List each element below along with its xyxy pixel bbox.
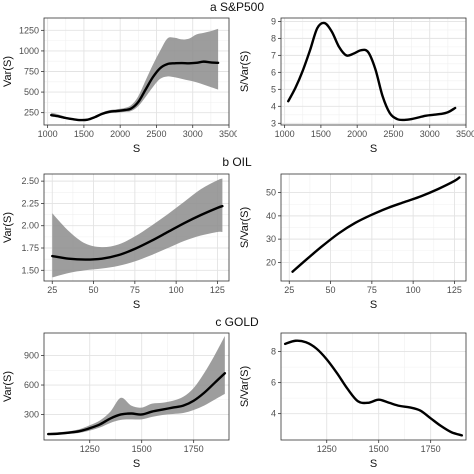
series-line [46,372,227,436]
x-tick-label: 75 [367,285,377,295]
y-tick-label: 2.50 [21,176,39,186]
x-tick-label: 1750 [184,444,204,454]
x-tick-label: 2000 [110,129,130,139]
y-tick-label: 1.75 [21,243,39,253]
x-tick-label: 125 [447,285,462,295]
y-tick-label: 4 [271,101,276,111]
chart-oil-ratio: 25 50 75 100 125 20 30 40 50 S S/Var(S) [239,173,467,311]
chart-gold-var: 1250 1500 1750 300 600 900 S Var(S) [2,332,230,470]
chart-gold-ratio: 1250 1500 1750 4 6 8 S S/Var(S) [239,332,467,470]
chart-sp500-var: 1000 1500 2000 2500 3000 3500 250 500 750 1000 125… [2,17,237,155]
x-tick-label: 1250 [317,444,337,454]
y-tick-label: 3 [271,118,276,128]
y-tick-label: 2.00 [21,221,39,231]
y-axis-label: S/Var(S) [239,51,251,92]
x-tick-label: 25 [284,285,294,295]
panel-border [280,173,467,282]
y-tick-label: 750 [24,67,39,77]
y-tick-label: 8 [271,347,276,357]
y-tick-label: 1000 [19,46,39,56]
x-tick-label: 25 [47,285,57,295]
y-tick-label: 5 [271,84,276,94]
x-tick-label: 1500 [369,444,389,454]
y-tick-label: 20 [266,257,276,267]
panel-border [43,332,230,441]
chart-oil-var: 25 50 75 100 125 1.50 1.75 2.00 2.25 2.50 S Var(S) [2,173,230,311]
x-axis-label: S [133,299,140,311]
x-tick-label: 3000 [183,129,203,139]
confidence-band [52,178,223,278]
y-tick-label: 1250 [19,25,39,35]
x-axis-label: S [133,143,140,155]
confidence-band [48,335,225,436]
panel-border [280,332,467,441]
y-axis-label: S/Var(S) [239,207,251,248]
y-tick-label: 250 [24,108,39,118]
panel-title-b: b OIL [222,155,252,169]
x-axis-label: S [370,299,377,311]
panel-title-c: c GOLD [215,315,259,329]
x-axis-label: S [133,458,140,470]
x-tick-label: 2500 [146,129,166,139]
series-line [51,204,224,261]
x-tick-label: 1500 [74,129,94,139]
y-tick-label: 300 [24,409,39,419]
y-axis-label: S/Var(S) [239,366,251,407]
x-tick-label: 1000 [38,129,58,139]
x-tick-label: 50 [326,285,336,295]
x-tick-label: 100 [169,285,184,295]
x-tick-label: 1250 [80,444,100,454]
y-tick-label: 30 [266,234,276,244]
x-tick-label: 1500 [132,444,152,454]
confidence-band [51,28,219,121]
y-tick-label: 900 [24,351,39,361]
y-tick-label: 8 [271,33,276,43]
x-tick-label: 100 [406,285,421,295]
x-tick-label: 1000 [275,129,295,139]
x-tick-label: 2000 [347,129,367,139]
x-tick-label: 1500 [311,129,331,139]
y-tick-label: 600 [24,380,39,390]
y-tick-label: 500 [24,87,39,97]
x-tick-label: 2500 [383,129,403,139]
x-tick-label: 3000 [420,129,440,139]
y-axis-label: Var(S) [2,371,14,402]
series-line [50,60,220,122]
y-tick-label: 40 [266,211,276,221]
series-line [283,339,464,437]
panel-title-a: a S&P500 [209,0,265,14]
x-tick-label: 75 [130,285,140,295]
x-axis-label: S [370,458,377,470]
x-tick-label: 125 [210,285,225,295]
y-tick-label: 1.50 [21,265,39,275]
y-axis-label: Var(S) [2,212,14,243]
y-tick-label: 4 [271,409,276,419]
x-tick-label: 3500 [456,129,474,139]
panel-border [280,17,467,126]
y-tick-label: 2.25 [21,198,39,208]
y-tick-label: 7 [271,50,276,60]
panel-border [43,173,230,282]
plot-area [281,18,466,125]
series-line [287,21,457,122]
chart-sp500-ratio: 1000 1500 2000 2500 3000 3500 3 4 5 6 7 8 9 S S/Var(S) [239,16,474,155]
y-tick-label: 9 [271,16,276,26]
x-tick-label: 50 [89,285,99,295]
y-tick-label: 50 [266,188,276,198]
series-line [291,176,461,273]
x-tick-label: 1750 [421,444,441,454]
x-tick-label: 3500 [219,129,237,139]
y-tick-label: 6 [271,378,276,388]
y-tick-label: 6 [271,67,276,77]
y-axis-label: Var(S) [2,56,14,87]
x-axis-label: S [370,143,377,155]
